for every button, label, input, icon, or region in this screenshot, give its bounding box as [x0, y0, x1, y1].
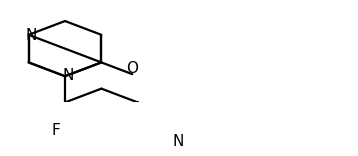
- Text: N: N: [173, 134, 184, 149]
- Text: O: O: [126, 61, 138, 76]
- Text: F: F: [52, 123, 61, 138]
- Text: N: N: [26, 28, 37, 43]
- Text: N: N: [62, 68, 74, 83]
